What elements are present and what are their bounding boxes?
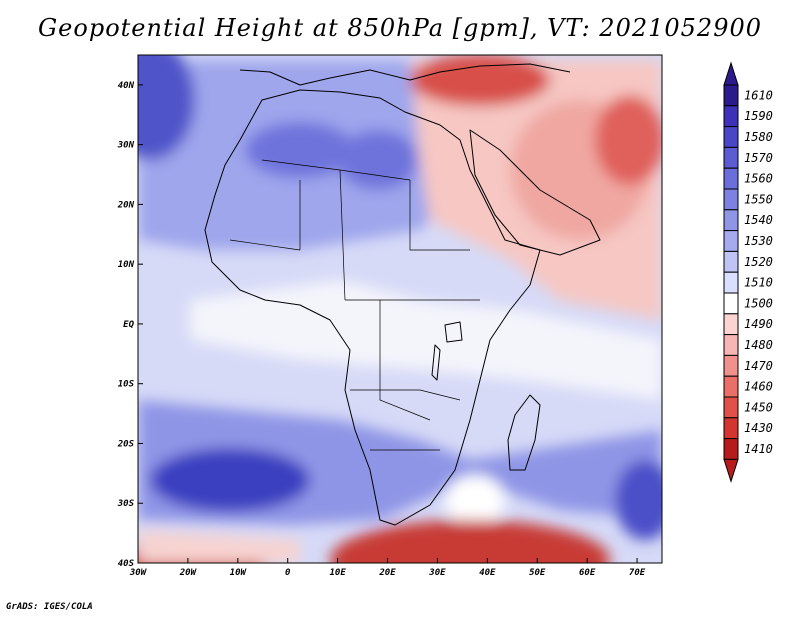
- colorbar-label: 1450: [744, 400, 773, 414]
- field-iran-low: [595, 95, 662, 185]
- y-tick-label: 10N: [118, 260, 135, 270]
- colorbar-label: 1430: [744, 421, 773, 435]
- field-equatorial-band: [190, 280, 662, 400]
- colorbar-label: 1540: [744, 213, 773, 227]
- colorbar-label: 1550: [744, 192, 773, 206]
- colorbar: 1610 1590 1580 1570 1560 1550 1540 1530 1520 1510…: [723, 61, 773, 484]
- colorbar-label: 1570: [744, 151, 773, 165]
- y-tick-label: 40N: [118, 81, 135, 91]
- colorbar-top-arrow: [723, 61, 739, 86]
- y-tick-label: 10S: [118, 380, 135, 390]
- x-tick-label: 30E: [428, 568, 446, 578]
- colorbar-label: 1500: [744, 296, 773, 310]
- grads-credit: GrADS: IGES/COLA: [6, 602, 93, 612]
- field-anatolia-low: [410, 55, 550, 106]
- y-tick-label: EQ: [123, 320, 134, 330]
- colorbar-label: 1560: [744, 172, 773, 186]
- y-axis: 40S 30S 20S 10S EQ 10N 20N 30N 40N: [117, 81, 143, 569]
- x-tick-label: 10E: [329, 568, 346, 578]
- colorbar-label: 1610: [744, 88, 773, 102]
- height-field: [138, 55, 662, 563]
- colorbar-label: 1490: [744, 317, 773, 331]
- field-sahara-core-west: [245, 122, 355, 178]
- colorbar-swatch: [723, 375, 739, 398]
- lake-victoria: [444, 321, 463, 343]
- colorbar-label: 1470: [744, 359, 773, 373]
- x-axis: 30W 20W 10W 0 10E 20E 30E 40E 50E 60E 70E: [129, 558, 646, 578]
- x-tick-label: 40E: [479, 568, 496, 578]
- colorbar-swatch: [723, 271, 739, 294]
- colorbar-label: 1590: [744, 109, 773, 123]
- colorbar-swatch: [723, 230, 739, 252]
- colorbar-swatch: [723, 188, 739, 211]
- y-tick-label: 40S: [118, 559, 135, 569]
- field-sw-high: [150, 448, 310, 512]
- field-south-low-rim: [138, 530, 300, 563]
- colorbar-label: 1410: [744, 442, 773, 456]
- colorbar-swatch: [723, 354, 739, 377]
- colorbar-label: 1510: [744, 276, 773, 290]
- field-south-gap: [445, 475, 505, 525]
- x-tick-label: 50E: [529, 568, 546, 578]
- madagascar-coastline: [507, 394, 541, 471]
- africa-coastline: [204, 89, 541, 526]
- y-tick-label: 20N: [117, 200, 135, 210]
- colorbar-swatch: [723, 167, 739, 190]
- europe-coastline: [239, 63, 571, 86]
- y-tick-label: 20S: [117, 439, 135, 449]
- x-tick-label: 60E: [579, 568, 596, 578]
- y-tick-label: 30S: [117, 499, 135, 509]
- x-tick-label: 70E: [629, 568, 646, 578]
- lake-tanganyika: [431, 344, 441, 381]
- colorbar-swatch: [723, 146, 739, 169]
- colorbar-label: 1520: [744, 255, 773, 269]
- colorbar-label: 1530: [744, 234, 773, 248]
- colorbar-swatch: [723, 396, 739, 419]
- field-se-high: [615, 460, 662, 540]
- field-sahara-core-east: [338, 130, 418, 190]
- x-tick-label: 30W: [129, 568, 148, 578]
- colorbar-label: 1480: [744, 338, 773, 352]
- map-title: Geopotential Height at 850hPa [gpm], VT:…: [38, 14, 762, 42]
- colorbar-swatch: [723, 438, 739, 460]
- colorbar-label: 1580: [744, 130, 773, 144]
- colorbar-swatch: [723, 417, 739, 440]
- x-tick-label: 10W: [230, 568, 248, 578]
- colorbar-swatch: [723, 334, 739, 356]
- plot-frame: [137, 54, 663, 564]
- y-tick-label: 30N: [117, 141, 135, 151]
- colorbar-swatch: [723, 126, 739, 148]
- colorbar-label: 1460: [744, 380, 773, 394]
- colorbar-swatch: [723, 84, 739, 107]
- arabia-coastline: [469, 129, 601, 256]
- x-tick-label: 0: [285, 568, 291, 578]
- colorbar-swatch: [723, 292, 739, 315]
- colorbar-swatch: [723, 313, 739, 336]
- border-lines: [229, 159, 480, 451]
- field-atlantic-high: [138, 55, 195, 160]
- colorbar-swatch: [723, 105, 739, 128]
- colorbar-swatch: [723, 250, 739, 273]
- x-tick-label: 20E: [378, 568, 396, 578]
- field-south-low-east: [330, 520, 610, 563]
- x-tick-label: 20W: [179, 568, 198, 578]
- colorbar-bottom-arrow: [723, 458, 739, 484]
- colorbar-swatch: [723, 209, 739, 232]
